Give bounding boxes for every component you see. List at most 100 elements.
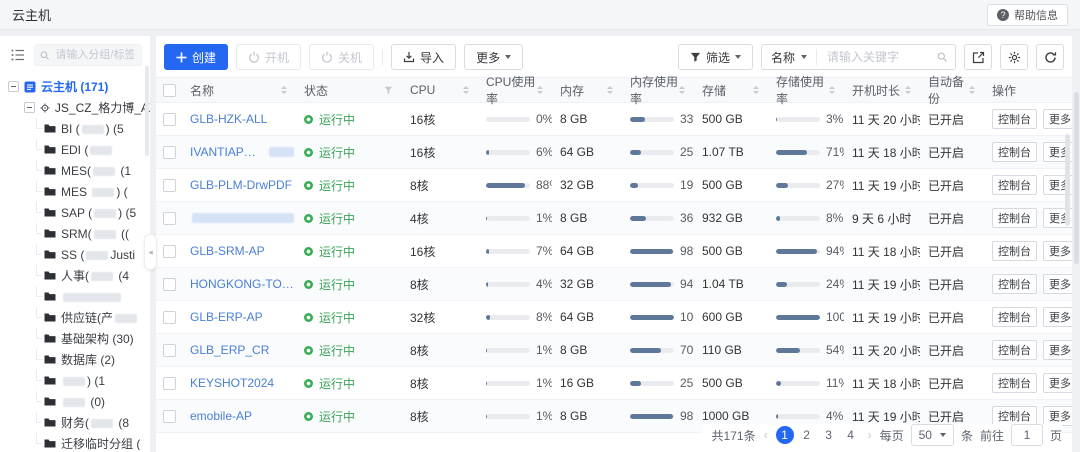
export-button[interactable] [964, 44, 992, 70]
prev-page-icon[interactable]: ‹ [763, 428, 768, 442]
console-button[interactable]: 控制台 [992, 208, 1037, 228]
sidebar-group-item[interactable]: 基础架构 (30) [0, 328, 150, 349]
page-number-1[interactable]: 1 [775, 426, 794, 444]
vm-name-link[interactable]: HONGKONG-TOPGP-APDB [190, 277, 296, 291]
create-button[interactable]: 创建 [164, 44, 229, 70]
filter-button[interactable]: 筛选 [677, 44, 753, 70]
sidebar-group-item[interactable]: 人事( (4 [0, 265, 150, 286]
page-number-3[interactable]: 3 [825, 428, 832, 442]
power-on-button[interactable]: 开机 [236, 44, 302, 70]
console-button[interactable]: 控制台 [992, 109, 1037, 129]
sidebar-group-item[interactable] [0, 286, 150, 307]
keyword-search-input[interactable] [825, 49, 931, 65]
sidebar-group-item[interactable]: MES ) ( [0, 181, 150, 202]
vm-name-link[interactable]: emobile-AP [190, 409, 253, 423]
row-checkbox[interactable] [162, 343, 176, 357]
column-header-开机时长[interactable]: 开机时长 [844, 78, 920, 102]
sidebar-group-item[interactable]: SRM( (( [0, 223, 150, 244]
row-more-button[interactable]: 更多 [1043, 373, 1072, 393]
sort-icon[interactable] [463, 86, 469, 94]
row-checkbox[interactable] [162, 211, 176, 225]
row-checkbox[interactable] [162, 277, 176, 291]
sort-icon[interactable] [905, 86, 911, 94]
console-button[interactable]: 控制台 [992, 340, 1037, 360]
row-checkbox[interactable] [162, 112, 176, 126]
row-checkbox[interactable] [162, 409, 176, 423]
sort-icon[interactable] [537, 86, 543, 94]
sort-icon[interactable] [281, 86, 287, 94]
row-checkbox[interactable] [162, 376, 176, 390]
sort-icon[interactable] [829, 86, 835, 94]
vm-name-link[interactable]: IVANTIAPP-3 [190, 145, 261, 159]
row-more-button[interactable]: 更多 [1043, 406, 1072, 426]
collapse-toggle-icon[interactable] [8, 81, 19, 92]
goto-page-input[interactable]: 1 [1010, 424, 1043, 446]
select-all-checkbox[interactable] [162, 83, 176, 97]
sidebar-group-item[interactable]: 财务( (8 [0, 412, 150, 433]
page-scrollbar-thumb[interactable] [1074, 92, 1079, 264]
row-checkbox[interactable] [162, 178, 176, 192]
sidebar-group-item[interactable]: 数据库 (2) [0, 349, 150, 370]
console-button[interactable]: 控制台 [992, 175, 1037, 195]
tree-root-cloud-host[interactable]: 云主机 (171) [0, 76, 150, 97]
tree-zone-item[interactable]: JS_CZ_格力博_AZ1 ( [0, 97, 150, 118]
page-number-2[interactable]: 2 [803, 428, 810, 442]
select-all-header-cell[interactable] [156, 78, 182, 102]
sort-icon[interactable] [753, 86, 759, 94]
sidebar-group-item[interactable]: SAP () (5 [0, 202, 150, 223]
vm-name-link[interactable]: GLB-SRM-AP [190, 244, 265, 258]
search-field-select[interactable]: 名称 [762, 45, 816, 69]
column-header-状态[interactable]: 状态 [296, 78, 402, 102]
column-header-自动备份[interactable]: 自动备份 [920, 75, 984, 106]
sidebar-group-item[interactable]: BI () (5 [0, 118, 150, 139]
row-checkbox[interactable] [162, 145, 176, 159]
refresh-button[interactable] [1036, 44, 1064, 70]
column-header-内存使用率[interactable]: 内存使用率 [622, 75, 694, 106]
more-button[interactable]: 更多 [464, 44, 524, 70]
group-search-input[interactable] [53, 48, 136, 62]
row-checkbox[interactable] [162, 310, 176, 324]
filter-funnel-icon[interactable] [384, 86, 393, 95]
sidebar-group-item[interactable]: 供应链(产 [0, 307, 150, 328]
vm-name-link[interactable]: GLB-ERP-AP [190, 310, 263, 324]
column-header-存储使用率[interactable]: 存储使用率 [768, 75, 844, 106]
group-list-icon[interactable] [8, 44, 28, 66]
row-checkbox[interactable] [162, 244, 176, 258]
sidebar-group-item[interactable]: ) (1 [0, 370, 150, 391]
console-button[interactable]: 控制台 [992, 142, 1037, 162]
console-button[interactable]: 控制台 [992, 307, 1037, 327]
column-header-存储[interactable]: 存储 [694, 78, 768, 102]
sort-icon[interactable] [679, 86, 685, 94]
console-button[interactable]: 控制台 [992, 241, 1037, 261]
sort-icon[interactable] [969, 86, 975, 94]
column-header-CPU使用率[interactable]: CPU使用率 [478, 75, 552, 106]
vm-name-link[interactable]: GLB-HZK-ALL [190, 112, 268, 126]
column-header-内存[interactable]: 内存 [552, 78, 622, 102]
sidebar-group-item[interactable]: EDI ( [0, 139, 150, 160]
column-header-CPU[interactable]: CPU [402, 78, 478, 102]
sidebar-group-item[interactable]: (0) [0, 391, 150, 412]
import-button[interactable]: 导入 [391, 44, 457, 70]
settings-button[interactable] [1000, 44, 1028, 70]
help-button[interactable]: ? 帮助信息 [987, 3, 1068, 26]
vm-name-link[interactable]: KEYSHOT2024 [190, 376, 275, 390]
console-button[interactable]: 控制台 [992, 373, 1037, 393]
next-page-icon[interactable]: › [867, 428, 872, 442]
console-button[interactable]: 控制台 [992, 406, 1037, 426]
row-more-button[interactable]: 更多 [1043, 109, 1072, 129]
page-size-select[interactable]: 50 [910, 424, 954, 446]
row-more-button[interactable]: 更多 [1043, 307, 1072, 327]
sidebar-group-item[interactable]: 迁移临时分组 ( [0, 433, 150, 450]
page-number-4[interactable]: 4 [847, 428, 854, 442]
vm-name-link[interactable]: GLB_ERP_CR [190, 343, 270, 357]
row-more-button[interactable]: 更多 [1043, 340, 1072, 360]
column-header-名称[interactable]: 名称 [182, 78, 296, 102]
row-more-button[interactable]: 更多 [1043, 241, 1072, 261]
vm-name-link[interactable]: GLB-PLM-DrwPDF [190, 178, 293, 192]
power-off-button[interactable]: 关机 [309, 44, 375, 70]
sidebar-scrollbar-thumb[interactable] [145, 66, 149, 156]
sidebar-group-item[interactable]: SS (Justi [0, 244, 150, 265]
row-more-button[interactable]: 更多 [1043, 274, 1072, 294]
console-button[interactable]: 控制台 [992, 274, 1037, 294]
table-scrollbar-thumb[interactable] [1065, 134, 1070, 226]
